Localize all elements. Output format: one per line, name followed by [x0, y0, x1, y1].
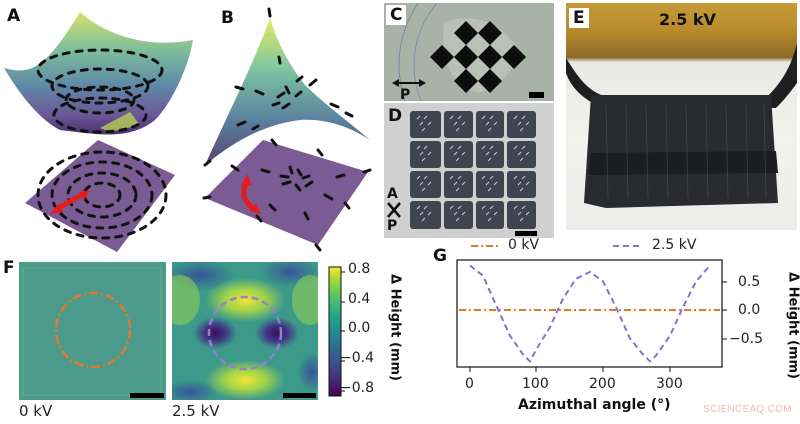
y-axis-label: Δ Height (mm) — [785, 271, 800, 379]
x-axis-label: Azimuthal angle (°) — [518, 397, 671, 413]
watermark: SCIENCEAQ.COM — [703, 404, 792, 415]
colorbar-tick-2: 0.0 — [348, 320, 371, 336]
panel-c-photo: C P — [384, 3, 554, 101]
scale-bar — [130, 393, 164, 398]
analyzer-label: A — [387, 186, 398, 202]
y-axis-label-wrap: Δ Height (mm) — [782, 248, 800, 408]
panel-f-heatmap-0kv — [19, 262, 166, 400]
panel-b-director-plane — [202, 138, 372, 252]
panel-f-heatmap-2-5kv — [172, 262, 318, 400]
panel-a-bowl-surface — [4, 12, 193, 135]
legend-2-5kv-label: 2.5 kV — [652, 237, 697, 253]
panel-g-chart — [456, 245, 727, 372]
polarizer-label: P — [400, 87, 411, 101]
heatmap-caption-2-5kv: 2.5 kV — [172, 402, 220, 420]
panel-label-b: B — [221, 8, 234, 28]
x-tick-0: 0 — [465, 376, 474, 392]
scale-bar — [283, 393, 316, 398]
colorbar-tick-0: 0.8 — [348, 261, 371, 277]
colorbar — [328, 266, 345, 397]
series-2-5kv-line — [469, 264, 711, 363]
panel-a-director-plane — [25, 140, 175, 252]
colorbar-tick-1: 0.4 — [348, 291, 371, 307]
x-tick-1: 100 — [522, 376, 549, 392]
crossed-polarizers-icon — [387, 202, 401, 218]
x-tick-3: 300 — [656, 376, 683, 392]
y-tick-1: 0.0 — [738, 302, 761, 318]
y-tick-2: −0.5 — [729, 331, 763, 347]
panel-label-f: F — [3, 258, 15, 278]
panel-label-c: C — [386, 5, 407, 25]
panel-label-d: D — [388, 106, 403, 126]
panel-label-a: A — [7, 6, 21, 26]
legend-0kv-label: 0 kV — [508, 237, 540, 253]
colorbar-label-wrap: Δ Height (mm) — [385, 262, 405, 398]
panel-e-photo: E 2.5 kV — [566, 3, 797, 230]
panel-b-saddle-surface — [203, 7, 370, 167]
y-tick-0: 0.5 — [738, 274, 761, 290]
red-curved-arrow-icon — [241, 174, 261, 214]
polarizer-label: P — [387, 218, 398, 234]
panel-d-photo: D A P — [384, 103, 554, 238]
double-arrow-icon — [392, 79, 426, 87]
colorbar-tick-4: −0.8 — [340, 380, 374, 396]
red-double-arrow-icon — [50, 190, 90, 214]
voltage-label: 2.5 kV — [659, 10, 716, 29]
panel-label-g: G — [433, 246, 447, 266]
heatmap-caption-0kv: 0 kV — [19, 402, 53, 420]
colorbar-tick-3: −0.4 — [340, 350, 374, 366]
colorbar-label: Δ Height (mm) — [387, 273, 403, 381]
x-tick-2: 200 — [589, 376, 616, 392]
panel-label-e: E — [569, 8, 589, 28]
